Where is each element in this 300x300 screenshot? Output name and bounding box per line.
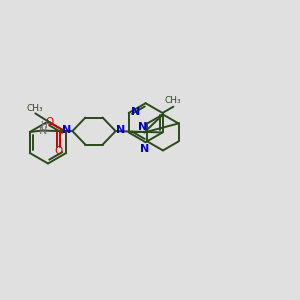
Text: H: H [40,121,47,130]
Text: CH₃: CH₃ [27,104,44,113]
Text: O: O [54,146,62,156]
Text: N: N [116,125,126,135]
Text: N: N [131,107,140,117]
Text: N: N [138,122,148,132]
Text: N: N [62,125,72,135]
Text: N: N [140,144,149,154]
Text: N: N [39,126,47,136]
Text: O: O [46,117,54,128]
Text: CH₃: CH₃ [164,96,181,105]
